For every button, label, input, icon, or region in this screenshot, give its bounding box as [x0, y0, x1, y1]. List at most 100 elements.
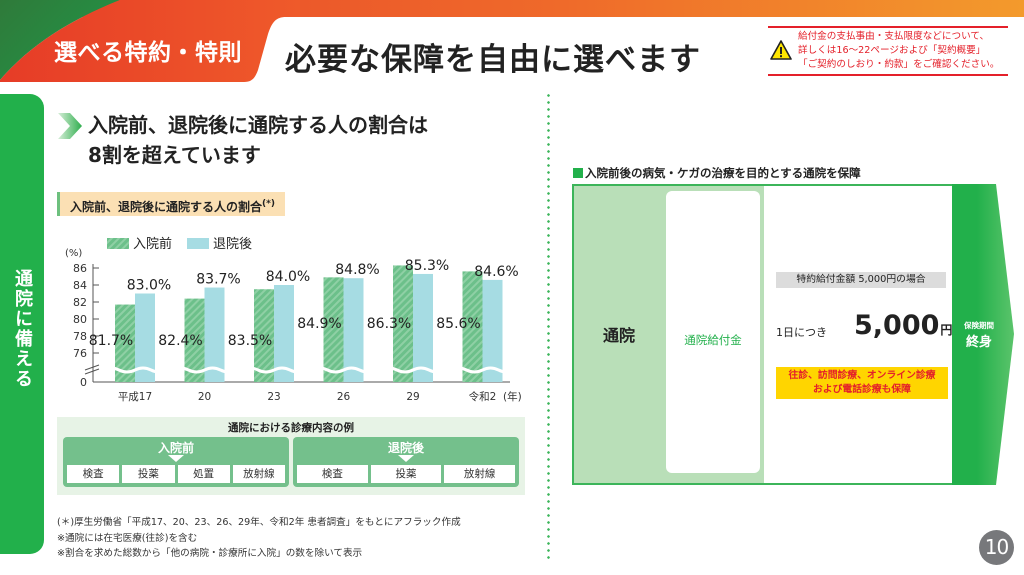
amount-value: 5,000 — [854, 310, 940, 341]
bar-before — [115, 304, 135, 382]
bar-value-label: 84.8% — [335, 262, 379, 278]
exam-title: 通院における診療内容の例 — [228, 422, 354, 434]
lead-text: 入院前、退院後に通院する人の割合は 8割を超えています — [88, 110, 428, 170]
exam-item: 投薬 — [370, 465, 442, 483]
benefit-cell: 通院給付金 — [664, 186, 762, 483]
exam-group-title: 入院前 — [157, 441, 194, 455]
dotted-divider — [547, 92, 550, 562]
bar-value-label: 85.6% — [436, 316, 480, 332]
bar-before — [323, 277, 344, 382]
legend-label: 入院前 — [133, 236, 172, 252]
bar-after — [135, 293, 155, 382]
page-number: 10 — [979, 530, 1014, 565]
warning-icon — [770, 40, 792, 60]
footnote: ※通院には在宅医療(往診)を含む — [57, 532, 198, 544]
benefit-amount: 5,000円 — [854, 310, 952, 341]
footnotes: (＊)厚生労働省「平成17、20、23、26、29年、令和2年 患者調査」をもと… — [57, 515, 461, 562]
coverage-category: 通院 — [602, 326, 635, 345]
x-tick-label: 令和2 — [469, 390, 497, 403]
chart-label-mark: (*) — [262, 199, 275, 209]
bar-value-label: 86.3% — [367, 316, 411, 332]
footnote: (＊)厚生労働省「平成17、20、23、26、29年、令和2年 患者調査」をもと… — [57, 517, 461, 528]
exam-item: 投薬 — [122, 465, 175, 483]
footnote: ※割合を求めた総数から「他の病院・診療所に入院」の数を除いて表示 — [57, 548, 363, 559]
bar-value-label: 81.7% — [89, 333, 133, 349]
benefit-detail-cell: 特約給付金額 5,000円の場合 1日につき 5,000円 往診、訪問診療、オン… — [762, 186, 956, 483]
bar-after — [274, 285, 294, 382]
notice-box: 給付金の支払事由・支払限度などについて、 詳しくは16～22ページおよび「契約概… — [768, 26, 1008, 76]
exam-group-after: 退院後 検査 投薬 放射線 — [293, 437, 519, 487]
notice-text: 給付金の支払事由・支払限度などについて、 詳しくは16～22ページおよび「契約概… — [798, 30, 999, 72]
exam-item: 放射線 — [232, 465, 285, 483]
square-bullet-icon — [573, 168, 583, 178]
bar-break-wave — [449, 366, 530, 374]
chevron-right-icon — [58, 113, 82, 139]
bar-value-label: 83.0% — [127, 278, 171, 294]
amount-unit: 円 — [940, 323, 953, 337]
exam-item: 放射線 — [444, 465, 516, 483]
exam-item: 検査 — [297, 465, 368, 483]
bar-value-label: 84.0% — [266, 269, 310, 285]
benefit-name: 通院給付金 — [684, 333, 742, 347]
side-tab: 通院に備える — [0, 94, 44, 554]
bar-after — [343, 278, 364, 382]
section-title: 選べる特約・特則 — [54, 40, 242, 66]
bar-value-label: 83.7% — [196, 272, 240, 288]
bar-value-label: 83.5% — [228, 333, 272, 349]
exam-group-before: 入院前 検査 投薬 処置 放射線 — [63, 437, 289, 487]
bar-after — [413, 273, 433, 382]
y-tick-label: 0 — [80, 376, 87, 389]
down-triangle-icon — [168, 455, 184, 462]
bar-before — [393, 265, 413, 382]
bar-before — [462, 271, 483, 382]
legend-label: 退院後 — [213, 237, 252, 252]
exam-item: 検査 — [67, 465, 120, 483]
coverage-note: 往診、訪問診療、オンライン診療 および電話診療も保障 — [776, 367, 948, 399]
x-tick-label: 26 — [337, 391, 351, 403]
notice-line: 給付金の支払事由・支払限度などについて、 — [798, 31, 990, 42]
bar-value-label: 85.3% — [405, 258, 449, 274]
legend-swatch-before — [107, 238, 129, 249]
chart-label-text: 入院前、退院後に通院する人の割合 — [70, 200, 263, 214]
exam-item: 処置 — [177, 465, 230, 483]
bar-before — [254, 289, 274, 382]
bar-break-wave — [310, 366, 393, 374]
chart-label: 入院前、退院後に通院する人の割合(*) — [57, 192, 285, 216]
bar-after — [482, 279, 503, 382]
bar-break-wave — [241, 366, 323, 374]
page-title: 必要な保障を自由に選べます — [285, 42, 701, 78]
y-tick-label: 76 — [73, 347, 87, 360]
case-label: 特約給付金額 5,000円の場合 — [776, 272, 946, 288]
benefit-card: 通院給付金 — [666, 191, 760, 473]
coverage-note-line: および電話診療も保障 — [813, 384, 911, 395]
down-triangle-icon — [398, 455, 414, 462]
period-label: 保険期間 — [964, 321, 994, 330]
bar-before — [184, 298, 205, 382]
bar-value-label: 84.9% — [297, 316, 341, 332]
notice-line: 詳しくは16～22ページおよび「契約概要」 — [798, 45, 986, 56]
coverage-category-cell: 通院 — [574, 186, 664, 483]
coverage-table: 通院 通院給付金 特約給付金額 5,000円の場合 1日につき 5,000円 往… — [572, 184, 956, 485]
axis-break-icon — [84, 364, 100, 375]
x-tick-label: 平成17 — [118, 391, 152, 403]
side-tab-label: 通院に備える — [12, 269, 33, 389]
bar-value-label: 84.6% — [474, 264, 518, 280]
bar-value-label: 82.4% — [158, 333, 202, 349]
y-tick-label: 84 — [73, 279, 87, 292]
lead-line: 8割を超えています — [88, 143, 261, 167]
chart-legend: 入院前 退院後 — [107, 236, 252, 252]
x-tick-label: 29 — [406, 391, 419, 403]
x-tick-label: 23 — [267, 391, 280, 403]
coverage-heading-text: 入院前後の病気・ケガの治療を目的とする通院を保障 — [585, 166, 861, 180]
y-axis-unit: (%) — [65, 248, 82, 259]
y-tick-label: 86 — [73, 262, 87, 275]
notice-line: 「ご契約のしおり・約款」をご確認ください。 — [798, 59, 1000, 70]
coverage-note-line: 往診、訪問診療、オンライン診療 — [788, 370, 936, 381]
per-day-label: 1日につき — [776, 326, 827, 339]
bar-after — [204, 287, 225, 382]
lead-line: 入院前、退院後に通院する人の割合は — [88, 113, 428, 137]
y-tick-label: 78 — [73, 330, 87, 343]
bar-chart: 入院前 退院後 (%) 0 76 78 80 82 84 86 81.7% 83.0% 82.4… — [65, 236, 530, 403]
period-value: 終身 — [965, 335, 992, 350]
y-tick-label: 80 — [73, 313, 87, 326]
